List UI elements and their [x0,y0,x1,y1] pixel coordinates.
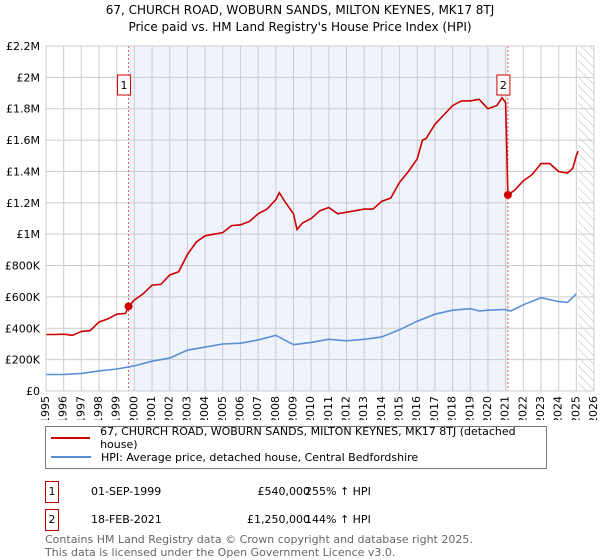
y-tick-label: £1.4M [6,165,40,178]
x-tick-label: 2016 [410,396,423,420]
y-tick-label: £400K [5,322,41,335]
transaction-hpi: 255% ↑ HPI [305,485,371,498]
transaction-date: 01-SEP-1999 [91,485,162,498]
y-tick-label: £2.2M [6,40,40,53]
x-tick-label: 2001 [145,396,158,420]
x-tick-label: 2004 [198,396,211,420]
x-tick-label: 2019 [463,396,476,420]
y-tick-label: £200K [5,354,41,367]
transaction-hpi: 144% ↑ HPI [305,513,371,526]
chart-subtitle: Price paid vs. HM Land Registry's House … [128,20,472,34]
x-tick-label: 1996 [57,396,70,420]
x-tick-label: 2024 [552,396,565,420]
x-tick-label: 2020 [481,396,494,420]
marker-badge-label: 1 [121,79,128,92]
x-tick-label: 2021 [499,396,512,420]
x-tick-label: 2022 [516,396,529,420]
y-tick-label: £1.6M [6,134,40,147]
footer: Contains HM Land Registry data © Crown c… [45,533,473,559]
transaction-badge: 1 [45,481,59,503]
x-tick-label: 2012 [340,396,353,420]
x-tick-label: 2009 [286,396,299,420]
transaction-row: 2 18-FEB-2021 £1,250,000 144% ↑ HPI [45,509,565,531]
legend-swatch-property [51,437,91,439]
legend-label-property: 67, CHURCH ROAD, WOBURN SANDS, MILTON KE… [100,425,516,451]
y-tick-label: £0 [26,385,40,398]
x-tick-label: 2017 [428,396,441,420]
legend: 67, CHURCH ROAD, WOBURN SANDS, MILTON KE… [45,425,547,469]
sale-point [503,190,512,199]
transaction-price: £540,000 [257,485,311,498]
y-tick-label: £1.8M [6,103,40,116]
x-tick-label: 2018 [446,396,459,420]
x-tick-label: 2000 [127,396,140,420]
series-line [46,293,577,376]
x-tick-label: 2007 [251,396,264,420]
x-tick-label: 2014 [375,396,388,420]
y-tick-label: £800K [5,260,41,273]
future-hatch-region [578,46,594,391]
series-line [46,96,579,337]
y-tick-label: £1M [17,228,41,241]
transaction-badge: 2 [45,509,59,531]
transaction-date: 18-FEB-2021 [91,513,162,526]
footer-line: This data is licensed under the Open Gov… [45,546,396,559]
transaction-price: £1,250,000 [247,513,310,526]
x-tick-label: 2015 [393,396,406,420]
price-chart: 1995 1996 1997 1998 1999 2000 2001 2002 2003 2004… [5,40,600,420]
marker-badge [496,74,511,96]
y-tick-label: £600K [5,291,41,304]
legend-swatch-hpi [51,456,91,458]
y-tick-label: £1.2M [6,197,40,210]
sale-point [124,302,133,311]
marker-badge-label: 2 [500,79,507,92]
x-tick-label: 2003 [180,396,193,420]
x-tick-label: 1995 [39,396,52,420]
chart-title: 67, CHURCH ROAD, WOBURN SANDS, MILTON KE… [105,3,495,17]
x-tick-label: 2025 [569,396,582,420]
plot-frame [45,45,595,392]
x-tick-label: 2011 [322,396,335,420]
legend-label-hpi: HPI: Average price, detached house, Cent… [101,450,419,464]
marker-badge [117,74,132,96]
x-tick-label: 2006 [233,396,246,420]
x-tick-label: 1998 [92,396,105,420]
shaded-ownership-region [128,46,508,391]
x-tick-label: 1999 [110,396,123,420]
x-tick-label: 2002 [163,396,176,420]
x-tick-label: 2010 [304,396,317,420]
x-tick-label: 2023 [534,396,547,420]
y-tick-label: £2M [17,71,41,84]
x-tick-label: 2008 [269,396,282,420]
x-tick-label: 2026 [587,396,600,420]
footer-line: Contains HM Land Registry data © Crown c… [45,533,473,546]
x-tick-label: 2005 [216,396,229,420]
transaction-row: 1 01-SEP-1999 £540,000 255% ↑ HPI [45,481,565,503]
x-tick-label: 1997 [74,396,87,420]
x-tick-label: 2013 [357,396,370,420]
